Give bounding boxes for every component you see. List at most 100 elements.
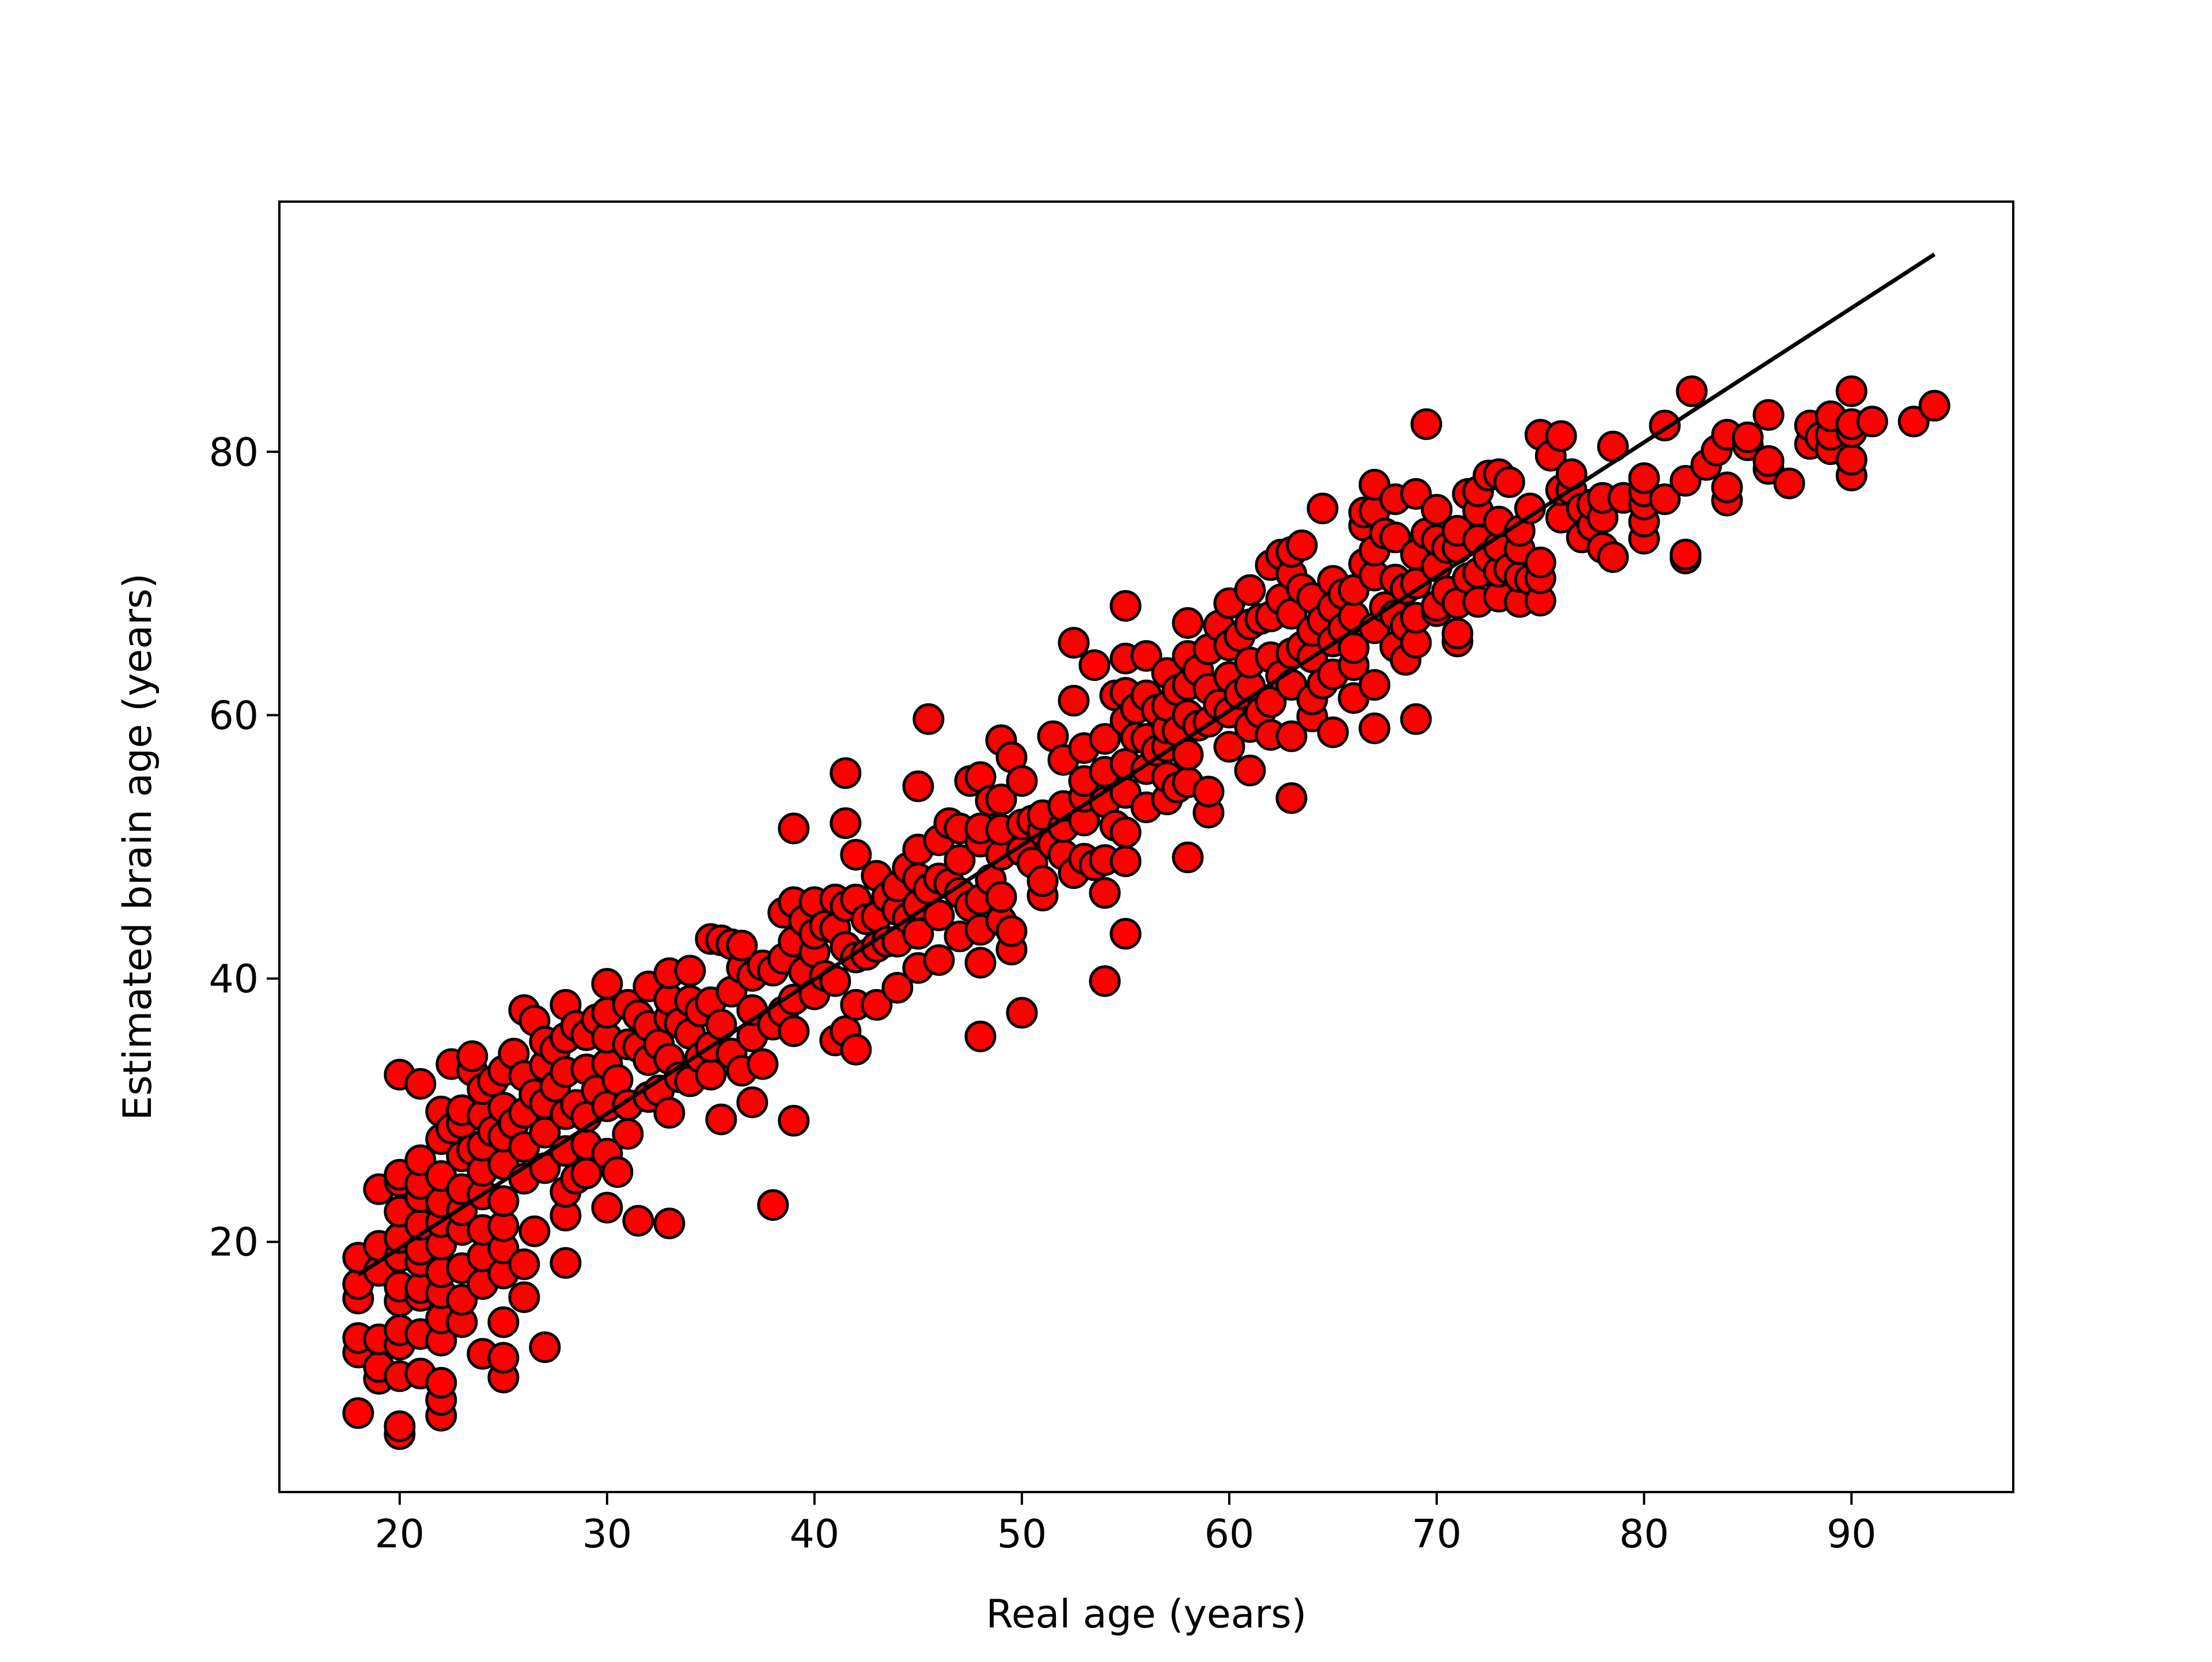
scatter-point: [1234, 574, 1266, 606]
scatter-point: [995, 915, 1028, 947]
scatter-point: [1275, 720, 1308, 752]
scatter-point: [912, 703, 945, 735]
scatter-point: [1400, 478, 1432, 510]
scatter-point: [518, 1215, 551, 1247]
scatter-point: [1676, 375, 1708, 407]
scatter-point: [1752, 445, 1785, 477]
scatter-point: [1286, 529, 1318, 562]
scatter-point: [591, 968, 623, 1000]
scatter-point: [726, 929, 758, 961]
scatter-point: [1856, 406, 1888, 438]
scatter-point: [830, 807, 862, 839]
x-tick-label: 60: [1205, 1512, 1255, 1557]
scatter-point: [1400, 703, 1432, 735]
scatter-point: [1172, 607, 1204, 639]
scatter-point: [508, 1281, 540, 1313]
scatter-point: [1649, 483, 1681, 516]
scatter-point: [964, 1020, 997, 1053]
x-tick-label: 50: [997, 1512, 1047, 1557]
scatter-point: [622, 1205, 654, 1237]
scatter-point: [1711, 471, 1743, 503]
axis-ticks: 20 30 40 50 60 70 80 90 20 40 60 80: [209, 430, 1876, 1557]
scatter-point: [1089, 723, 1121, 755]
scatter-point: [1669, 465, 1702, 497]
scatter-point: [1421, 494, 1453, 526]
scatter-point: [747, 1048, 779, 1080]
scatter-point: [1358, 669, 1391, 701]
scatter-point: [508, 1248, 540, 1281]
scatter-point: [840, 839, 872, 871]
scatter-point: [1441, 618, 1474, 650]
scatter-point: [653, 1097, 685, 1129]
scatter-point: [1773, 467, 1805, 499]
scatter-point: [1410, 408, 1442, 440]
scatter-point: [1545, 420, 1577, 452]
x-tick-label: 80: [1619, 1512, 1669, 1557]
scatter-point: [1213, 730, 1245, 763]
scatter-point: [1752, 399, 1785, 431]
scatter-point: [705, 1103, 737, 1135]
scatter-point: [1109, 845, 1142, 877]
x-tick-label: 90: [1827, 1512, 1877, 1557]
scatter-point: [964, 947, 997, 979]
scatter-point: [1524, 546, 1556, 578]
scatter-point: [944, 844, 976, 876]
scatter-point: [778, 1015, 810, 1047]
scatter-point: [1027, 865, 1059, 897]
scatter-point: [487, 1185, 520, 1217]
y-tick-label: 60: [209, 693, 259, 739]
scatter-point: [653, 1207, 685, 1240]
scatter-point: [1130, 640, 1162, 672]
plot-area: [342, 252, 1950, 1450]
scatter-point: [1109, 816, 1142, 849]
scatter-point: [1089, 877, 1121, 909]
scatter-point: [1306, 493, 1339, 525]
scatter-point: [487, 1306, 520, 1338]
scatter-point: [404, 1067, 437, 1100]
scatter-point: [985, 783, 1017, 816]
scatter-point: [1835, 375, 1868, 407]
x-tick-label: 20: [375, 1512, 425, 1557]
scatter-point: [1628, 462, 1660, 494]
scatter-point: [550, 1247, 582, 1279]
x-tick-label: 30: [582, 1512, 632, 1557]
scatter-point: [1058, 627, 1090, 659]
scatter-point: [1317, 716, 1349, 748]
scatter-point: [404, 1144, 437, 1176]
scatter-point: [591, 1191, 623, 1224]
scatter-point: [1918, 389, 1950, 422]
scatter-point: [1006, 997, 1038, 1029]
scatter-point: [902, 770, 934, 802]
scatter-point: [881, 972, 914, 1004]
y-tick-label: 80: [209, 430, 259, 475]
scatter-point: [674, 955, 706, 987]
scatter-point: [342, 1397, 374, 1429]
scatter-point: [612, 1118, 644, 1150]
scatter-point: [1493, 466, 1525, 498]
scatter-point: [830, 757, 862, 789]
scatter-point: [778, 812, 810, 845]
scatter-point: [923, 944, 955, 976]
scatter-point: [1835, 444, 1868, 476]
scatter-point: [1897, 406, 1930, 438]
x-tick-label: 70: [1412, 1512, 1462, 1557]
scatter-point: [1358, 712, 1391, 744]
scatter-point: [1192, 775, 1225, 808]
scatter-point: [487, 1342, 520, 1374]
scatter-point: [736, 1086, 768, 1118]
identity-fit-line: [357, 252, 1936, 1277]
scatter-point: [1597, 541, 1629, 573]
scatter-point: [1089, 965, 1121, 997]
scatter-point: [778, 1104, 810, 1137]
scatter-point: [1109, 590, 1142, 622]
scatter-point: [1109, 918, 1142, 950]
scatter-point: [601, 1156, 634, 1188]
scatter-point: [1338, 632, 1370, 664]
scatter-point: [425, 1366, 457, 1399]
scatter-point: [446, 1284, 478, 1316]
x-tick-label: 40: [790, 1512, 840, 1557]
scatter-point: [456, 1040, 488, 1072]
scatter-point: [1058, 684, 1090, 717]
scatter-point: [1669, 539, 1702, 571]
